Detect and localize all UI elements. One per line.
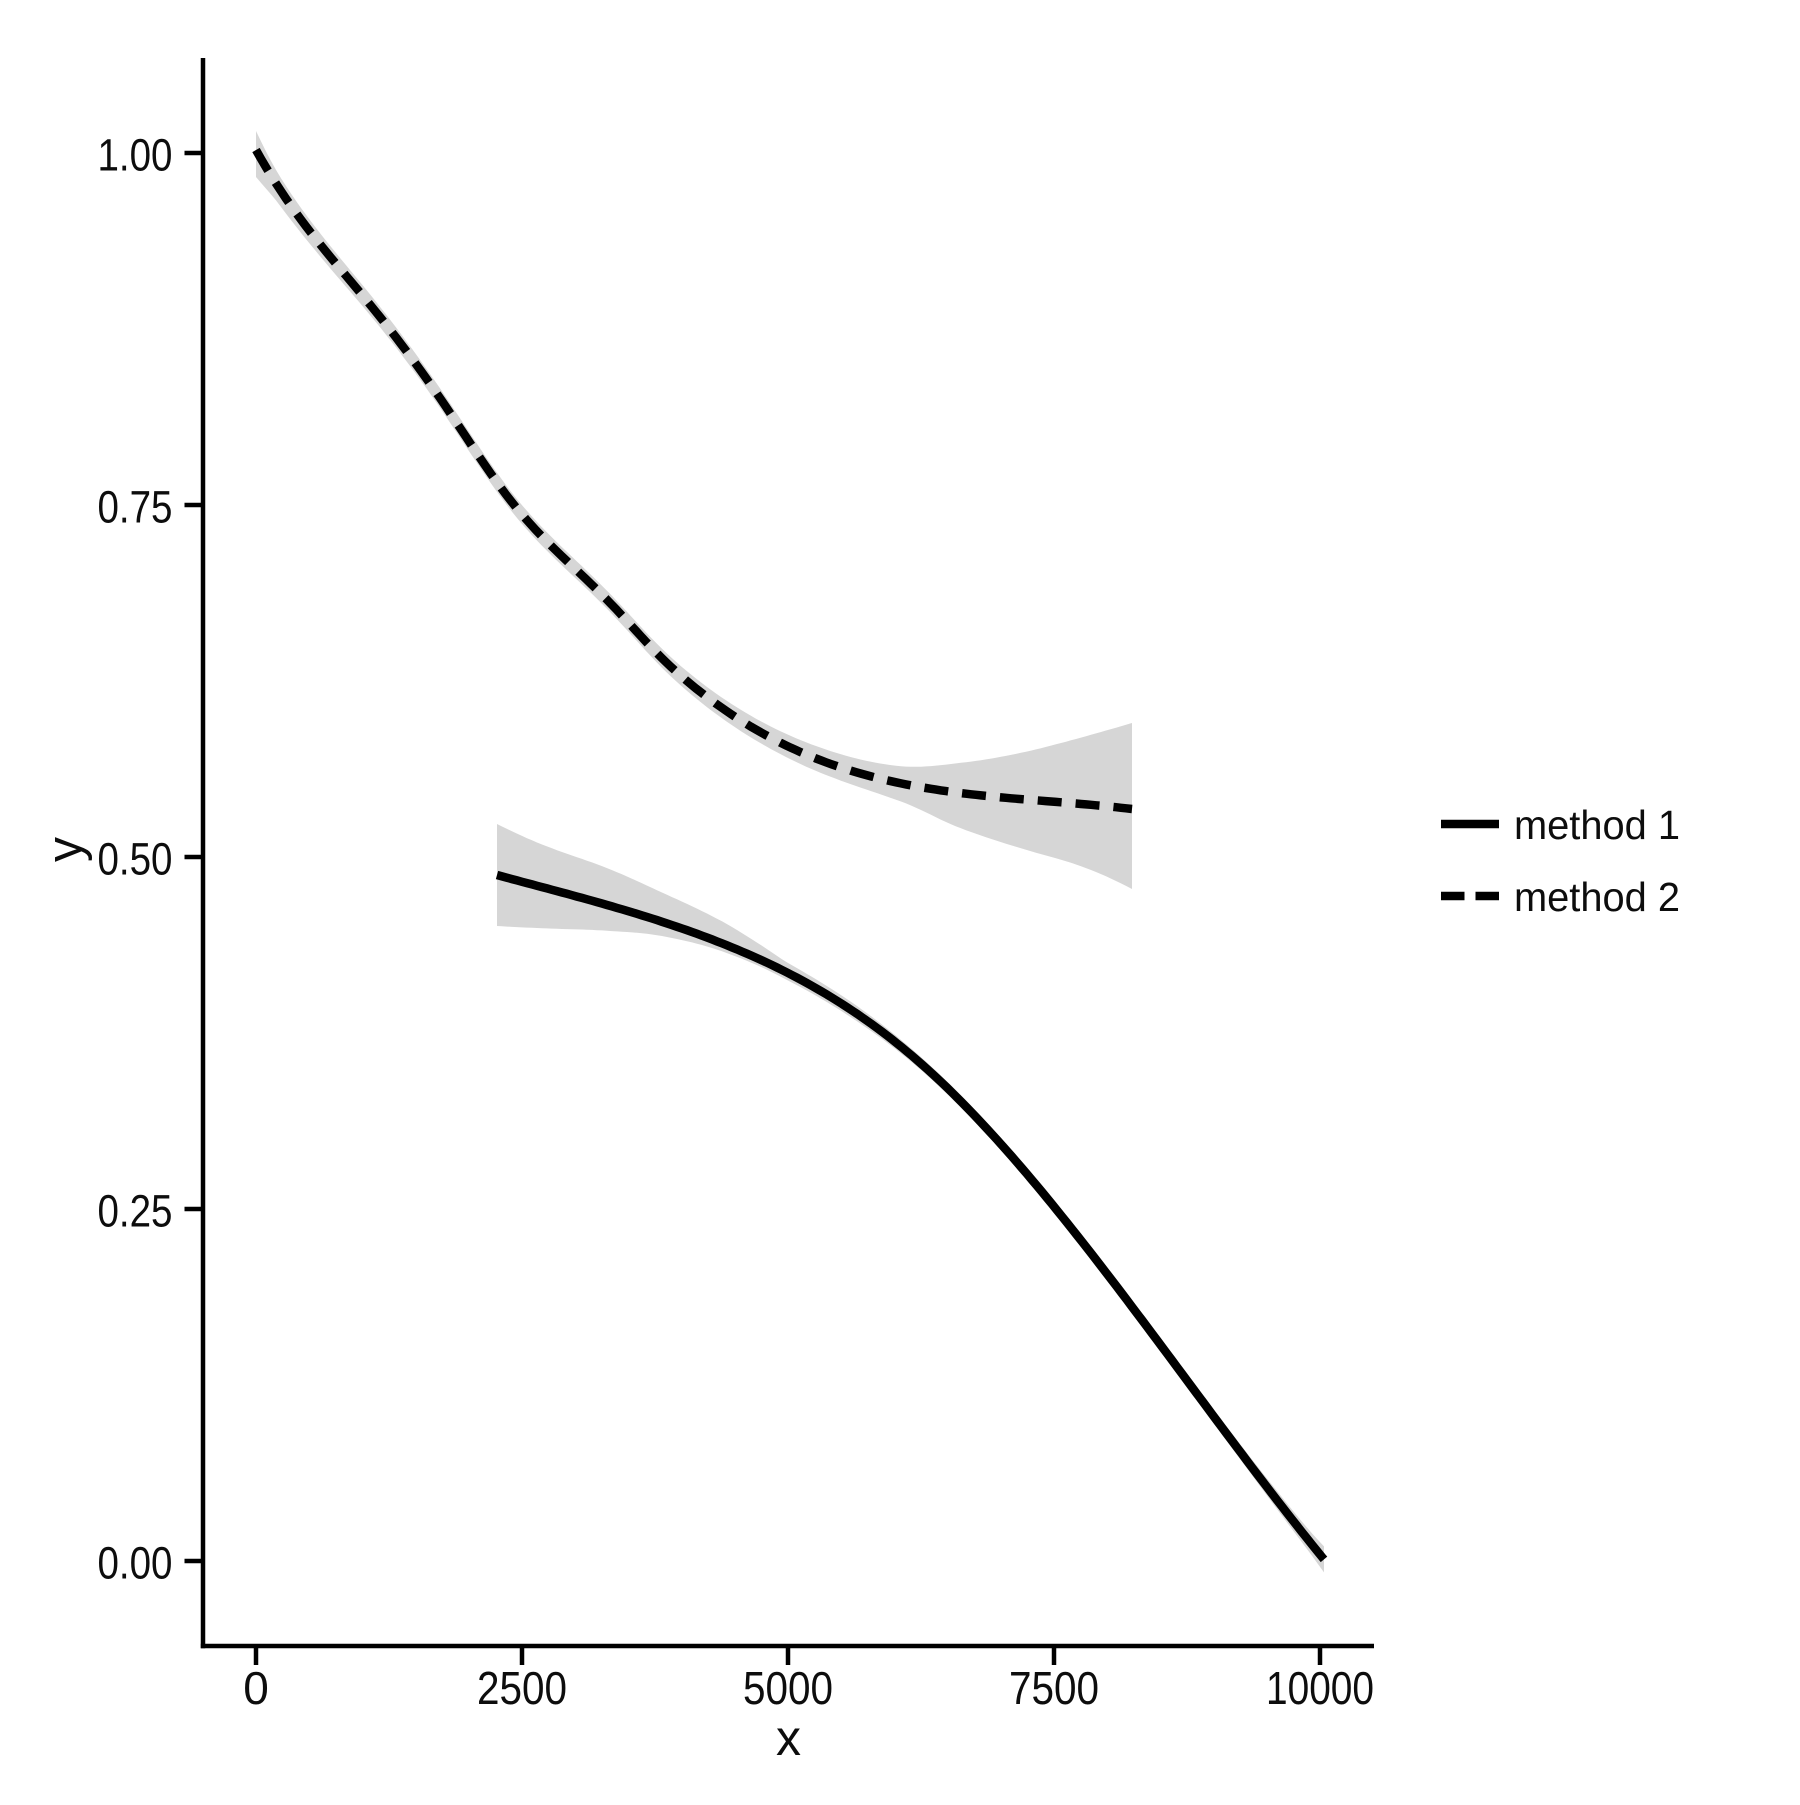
svg-text:1.00: 1.00	[98, 130, 173, 181]
svg-text:2500: 2500	[477, 1662, 567, 1714]
svg-text:5000: 5000	[743, 1662, 833, 1714]
svg-text:0.25: 0.25	[98, 1186, 173, 1237]
svg-text:10000: 10000	[1266, 1662, 1374, 1714]
svg-text:y: y	[37, 837, 93, 862]
svg-text:0.00: 0.00	[98, 1538, 173, 1589]
svg-text:0: 0	[243, 1662, 269, 1714]
svg-text:x: x	[776, 1710, 801, 1766]
svg-text:0.75: 0.75	[98, 482, 173, 533]
svg-text:method 1: method 1	[1514, 802, 1680, 848]
svg-text:0.50: 0.50	[98, 834, 173, 885]
svg-text:method 2: method 2	[1514, 874, 1680, 920]
svg-text:7500: 7500	[1009, 1662, 1099, 1714]
